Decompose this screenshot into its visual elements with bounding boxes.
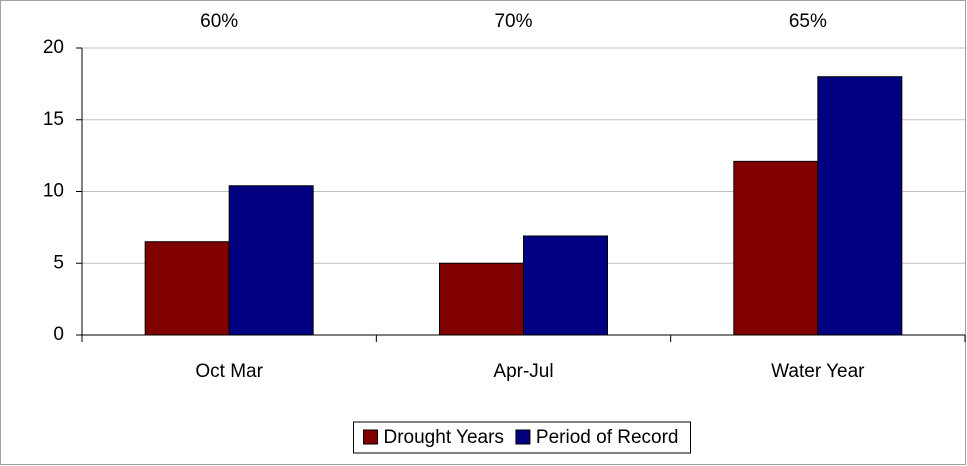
x-tick-label: Apr-Jul xyxy=(493,361,553,382)
y-tick-label: 0 xyxy=(53,324,64,345)
y-tick-label: 5 xyxy=(53,252,64,273)
bar xyxy=(523,235,608,336)
annotation: 60% xyxy=(200,11,238,32)
x-tick-label: Oct Mar xyxy=(195,361,263,382)
bar xyxy=(439,262,524,336)
bar xyxy=(144,241,230,336)
y-tick-label: 10 xyxy=(43,181,64,202)
bar xyxy=(228,185,314,336)
bar xyxy=(817,76,903,336)
y-tick-label: 20 xyxy=(43,37,64,58)
x-tick-label: Water Year xyxy=(771,361,865,382)
legend-label: Period of Record xyxy=(536,427,679,448)
y-tick-label: 15 xyxy=(43,109,64,130)
annotation: 70% xyxy=(494,11,532,32)
bar xyxy=(733,160,819,336)
legend-swatch xyxy=(363,429,378,445)
legend-label: Drought Years xyxy=(384,427,504,448)
legend-swatch xyxy=(515,429,531,445)
annotation: 65% xyxy=(789,11,827,32)
